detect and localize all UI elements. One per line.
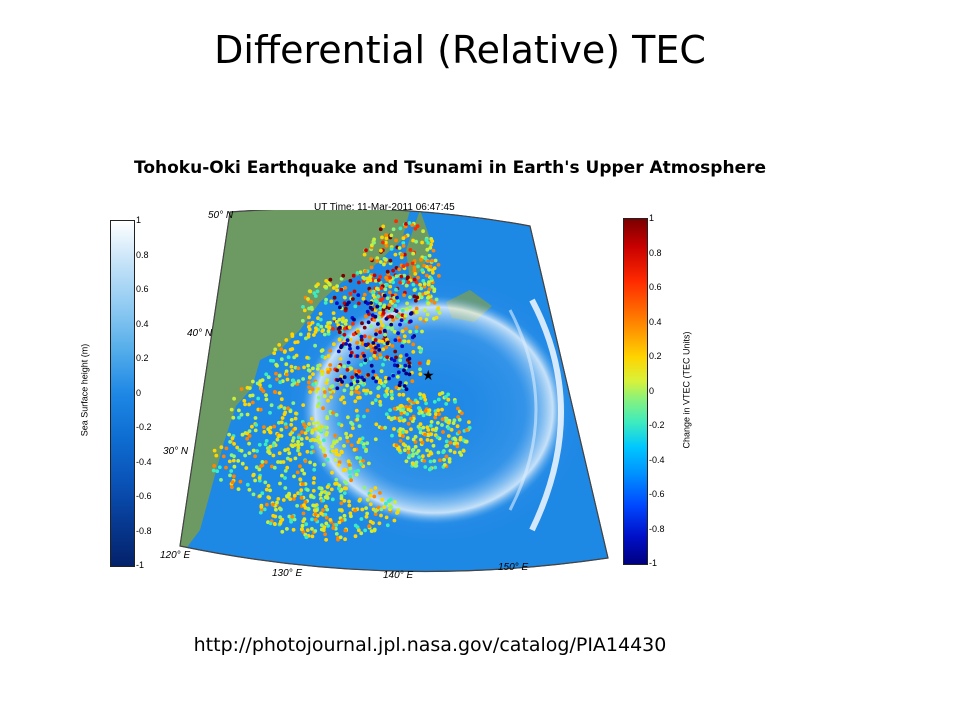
vtec-colorbar-tick: -0.2 — [649, 420, 665, 430]
sea-surface-colorbar-tick: 0.6 — [136, 284, 149, 294]
vtec-colorbar-label: Change in VTEC (TEC Units) — [681, 331, 692, 449]
source-url: http://photojournal.jpl.nasa.gov/catalog… — [193, 634, 667, 656]
lon-label-130: 130° E — [272, 568, 303, 579]
sea-surface-colorbar-tick: -0.8 — [136, 525, 152, 536]
lat-label-30: 30° N — [163, 446, 189, 457]
vtec-colorbar-tick: 0.4 — [649, 316, 662, 327]
sea-surface-colorbar-tick: -0.2 — [136, 422, 152, 432]
tec-map: ★ — [179, 210, 609, 573]
sea-surface-colorbar-tick: -0.6 — [136, 491, 152, 501]
vtec-colorbar-tick: 0.6 — [649, 282, 662, 292]
vtec-colorbar-tick: 0 — [649, 385, 655, 396]
sea-surface-colorbar-label: Sea Surface height (m) — [79, 343, 90, 437]
vtec-colorbar-tick: 1 — [649, 213, 655, 223]
sea-surface-colorbar-tick: -1 — [136, 560, 145, 570]
tec-figure: 1 0.8 0.6 0.4 0.2 0 -0.2 -0.4 -0.6 -0.8 -1 Sea Sur… — [79, 190, 700, 590]
lon-label-150: 150° E — [498, 562, 529, 573]
vtec-colorbar-tick: -0.6 — [649, 489, 665, 499]
epicenter-star-icon: ★ — [422, 368, 435, 384]
figure-title: Tohoku-Oki Earthquake and Tsunami in Ear… — [133, 158, 767, 178]
sea-surface-colorbar-tick: 0.8 — [136, 249, 149, 260]
slide-title: Differential (Relative) TEC — [214, 28, 706, 72]
sea-surface-colorbar — [110, 220, 135, 567]
vtec-colorbar-tick: -0.4 — [649, 454, 665, 465]
vtec-colorbar — [623, 218, 648, 565]
vtec-colorbar-tick: 0.2 — [649, 351, 662, 361]
vtec-colorbar-tick: -1 — [649, 558, 658, 568]
sea-surface-colorbar-tick: 0.4 — [136, 318, 149, 329]
sea-surface-colorbar-tick: 0 — [136, 387, 142, 398]
vtec-colorbar-tick: -0.8 — [649, 523, 665, 534]
tec-observation-points — [211, 219, 472, 542]
asia-mainland — [180, 210, 410, 570]
sea-surface-colorbar-tick: 0.2 — [136, 353, 149, 363]
lon-label-140: 140° E — [383, 570, 414, 581]
sea-surface-colorbar-tick: -0.4 — [136, 456, 152, 467]
lat-label-50: 50° N — [208, 210, 234, 221]
vtec-colorbar-tick: 0.8 — [649, 247, 662, 258]
lon-label-120: 120° E — [160, 550, 191, 561]
sea-surface-colorbar-tick: 1 — [136, 215, 142, 225]
map-time-label: UT Time: 11-Mar-2011 06:47:45 — [314, 202, 455, 213]
lat-label-40: 40° N — [187, 328, 213, 339]
